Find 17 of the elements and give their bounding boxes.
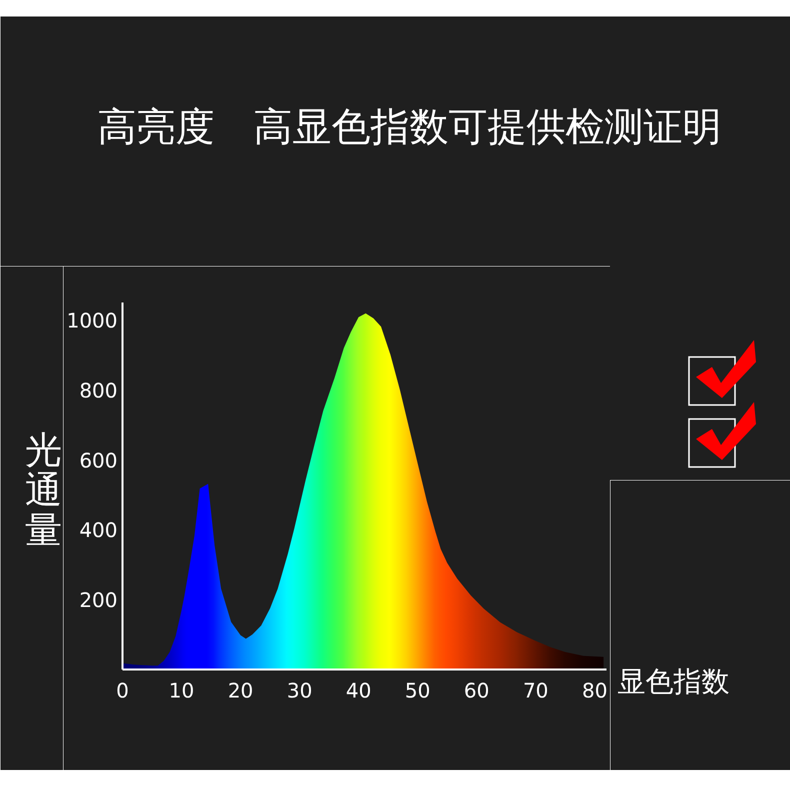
- x-axis-title: 显色指数: [618, 665, 730, 698]
- x-tick-label: 10: [168, 678, 194, 702]
- x-tick-label: 40: [346, 678, 372, 702]
- x-tick-label: 80: [582, 678, 608, 702]
- y-tick-label: 800: [79, 378, 118, 402]
- x-tick-label: 20: [228, 678, 254, 702]
- y-axis-title: 光通量: [25, 428, 62, 552]
- y-tick-label: 200: [79, 588, 118, 612]
- x-tick-label: 50: [404, 678, 430, 702]
- x-tick-label: 30: [286, 678, 312, 702]
- x-tick-label: 60: [464, 678, 490, 702]
- x-tick-label: 70: [522, 678, 548, 702]
- y-tick-label: 1000: [66, 308, 118, 332]
- y-tick-label: 400: [79, 518, 118, 542]
- y-tick-label: 600: [79, 448, 118, 472]
- x-tick-label: 0: [116, 678, 129, 702]
- chart-title: 高亮度 高显色指数可提供检测证明: [98, 105, 722, 150]
